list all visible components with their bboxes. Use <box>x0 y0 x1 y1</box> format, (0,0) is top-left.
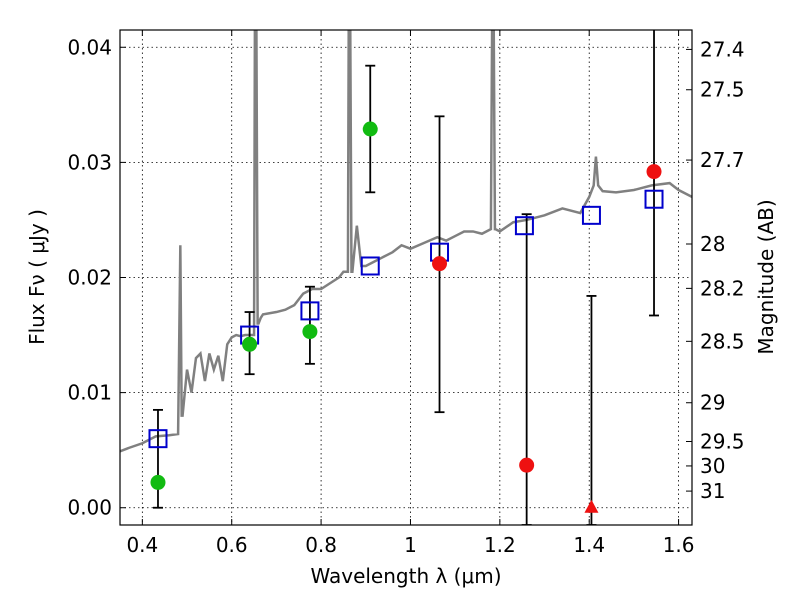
y-tick-label: 0.00 <box>67 496 112 520</box>
magnitude-tick-label: 27.7 <box>700 148 745 172</box>
y-tick-label: 0.01 <box>67 381 112 405</box>
x-axis-label: Wavelength λ (μm) <box>310 564 501 588</box>
magnitude-tick-label: 31 <box>700 479 725 503</box>
magnitude-tick-label: 28.5 <box>700 329 745 353</box>
model-photometry-square <box>644 189 664 209</box>
magnitude-tick-label: 29.5 <box>700 429 745 453</box>
x-tick-label: 0.8 <box>305 533 337 557</box>
red-detection-point <box>646 164 662 180</box>
green-detection-point <box>302 324 318 340</box>
y-tick-label: 0.02 <box>67 266 112 290</box>
y-ticks: 0.00 0.01 0.02 0.03 0.04 <box>67 35 126 520</box>
magnitude-tick-label: 28.2 <box>700 276 745 300</box>
y2-axis-label: Magnitude (AB) <box>754 199 778 354</box>
model-photometry-square <box>581 205 601 225</box>
model-photometry-square <box>514 216 534 236</box>
x-tick-label: 1.4 <box>573 533 605 557</box>
magnitude-tick-label: 28 <box>700 232 725 256</box>
magnitude-tick-label: 29 <box>700 391 725 415</box>
x-tick-label: 0.4 <box>126 533 158 557</box>
y-tick-label: 0.04 <box>67 35 112 59</box>
grid-lines <box>120 30 692 525</box>
magnitude-tick-label: 27.5 <box>700 78 745 102</box>
magnitude-tick-label: 27.4 <box>700 37 745 61</box>
green-detection-point <box>150 474 166 490</box>
magnitude-tick-label: 30 <box>700 454 725 478</box>
model-photometry-square <box>360 256 380 276</box>
model-photometry-square <box>148 429 168 449</box>
y-axis-label: Flux Fν ( μJy ) <box>25 209 49 345</box>
red-detection-point <box>432 256 448 272</box>
red-upper-limit-triangle <box>584 499 599 513</box>
points <box>148 121 664 513</box>
model-spectrum-line <box>120 30 692 453</box>
x-tick-label: 1.6 <box>663 533 695 557</box>
model-photometry-square <box>300 301 320 321</box>
green-detection-point <box>362 121 378 137</box>
x-tick-label: 1 <box>404 533 417 557</box>
x-tick-label: 0.6 <box>216 533 248 557</box>
x-ticks: 0.4 0.6 0.8 1 1.2 1.4 1.6 <box>126 30 695 557</box>
x-tick-label: 1.2 <box>484 533 516 557</box>
red-detection-point <box>519 457 535 473</box>
green-detection-point <box>242 336 258 352</box>
y-tick-label: 0.03 <box>67 150 112 174</box>
